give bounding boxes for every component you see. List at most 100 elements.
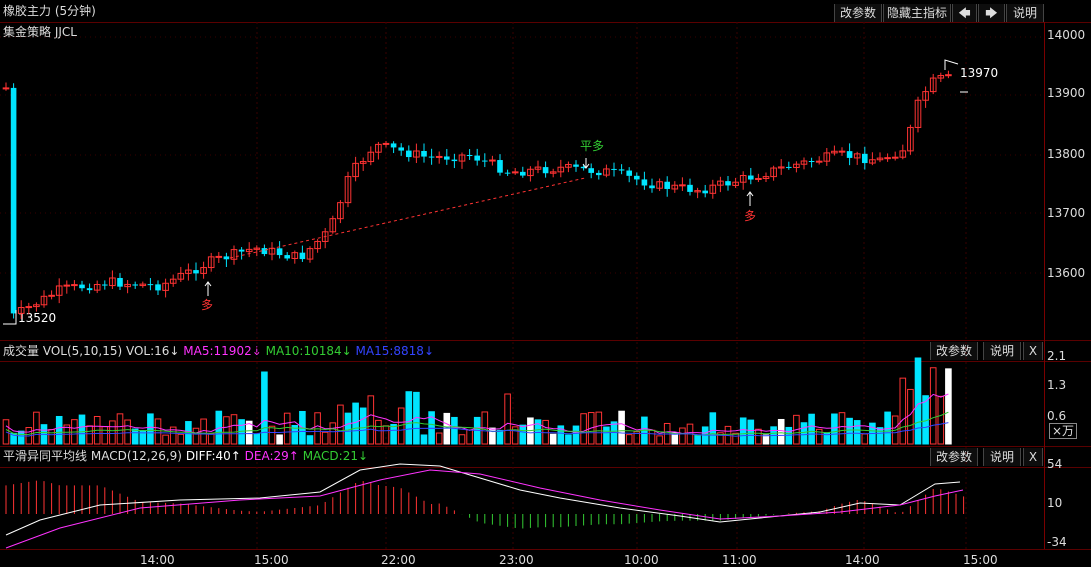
volume-bar	[230, 414, 238, 445]
volume-bar	[496, 429, 504, 445]
macd-indicator-name: MACD(12,26,9)	[90, 449, 182, 463]
vol-change-params-button[interactable]: 改参数	[930, 342, 978, 360]
volume-bar	[390, 423, 397, 445]
candle-body	[276, 248, 283, 256]
candle-body	[831, 150, 838, 154]
y-tick: 13800	[1047, 147, 1086, 161]
candle-body	[725, 181, 731, 186]
volume-bar	[207, 432, 215, 445]
candle-body	[542, 167, 549, 174]
volume-bar	[907, 388, 914, 445]
candle-body	[223, 256, 230, 260]
candle-body	[549, 171, 557, 174]
candle-body	[200, 267, 207, 274]
volume-bar	[55, 415, 63, 445]
volume-bar	[572, 425, 580, 445]
vol-y-tick: 2.1	[1047, 349, 1067, 363]
buy-signal-2: 多	[744, 209, 757, 223]
volume-bar	[853, 420, 861, 445]
candle-body	[891, 156, 899, 159]
candle-body	[511, 171, 519, 174]
candle-body	[800, 160, 808, 165]
volume-bar	[33, 411, 40, 445]
explain-button[interactable]: 说明	[1006, 4, 1044, 22]
macd-close-button[interactable]: X	[1023, 448, 1043, 466]
candle-body	[253, 247, 261, 250]
x-tick: 14:00	[140, 553, 175, 567]
vol-explain-button[interactable]: 说明	[983, 342, 1021, 360]
x-tick: 23:00	[499, 553, 534, 567]
candle-body	[215, 255, 223, 258]
candle-body	[291, 252, 299, 259]
volume-bar	[519, 424, 527, 445]
change-params-button[interactable]: 改参数	[834, 4, 882, 22]
volume-bar	[793, 414, 800, 445]
candle-body	[504, 172, 511, 174]
macd-diff-line	[5, 463, 961, 536]
x-tick: 10:00	[624, 553, 659, 567]
candle-body	[86, 288, 93, 291]
macd-header: 平滑异同平均线 MACD(12,26,9) DIFF:40↑ DEA:29↑ M…	[3, 449, 368, 463]
volume-bar	[420, 434, 428, 445]
candle-body	[520, 171, 526, 176]
candle-body	[102, 284, 108, 286]
volume-bar	[717, 432, 724, 445]
candle-body	[914, 99, 922, 128]
volume-bar	[747, 419, 755, 445]
volume-bar	[124, 419, 131, 445]
volume-bar	[48, 429, 55, 445]
candle-body	[482, 160, 488, 162]
volume-bar	[929, 367, 937, 445]
volume-bar	[648, 429, 656, 445]
x-tick: 11:00	[722, 553, 757, 567]
buy-arrow-2-head	[746, 191, 754, 197]
hide-main-indicator-button[interactable]: 隐藏主指标	[883, 4, 951, 22]
volume-bar	[169, 426, 177, 445]
x-tick: 22:00	[381, 553, 416, 567]
strategy-label: 集金策略 JJCL	[3, 25, 77, 39]
volume-bar	[732, 432, 739, 445]
candle-body	[466, 155, 473, 157]
volume-bar	[253, 433, 261, 445]
candle-body	[649, 185, 655, 189]
vol-y-tick: 1.3	[1047, 378, 1067, 392]
candle-body	[25, 306, 33, 309]
left-arrow-icon[interactable]: 🡄	[952, 4, 977, 22]
candle-body	[306, 248, 314, 260]
candle-body	[641, 179, 648, 186]
volume-bar	[2, 419, 10, 445]
macd-explain-button[interactable]: 说明	[983, 448, 1021, 466]
candle-body	[846, 151, 853, 158]
candle-body	[489, 159, 496, 162]
candle-body	[193, 270, 199, 274]
candle-body	[862, 153, 868, 164]
candle-body	[109, 277, 116, 287]
volume-bar	[291, 424, 299, 445]
candle-body	[748, 175, 754, 180]
volume-bar	[838, 412, 846, 445]
volume-bar	[101, 426, 109, 445]
volume-bar	[17, 430, 25, 445]
vol-panel-label: 成交量	[3, 344, 40, 358]
volume-bar	[375, 419, 382, 445]
volume-bar	[815, 428, 823, 445]
volume-bar	[451, 416, 458, 445]
vol-close-button[interactable]: X	[1023, 342, 1043, 360]
candle-body	[907, 126, 914, 152]
vol-ma10: MA10:10184↓	[265, 344, 352, 358]
candle-body	[261, 248, 268, 255]
volume-bar	[808, 413, 815, 445]
volume-bar	[86, 425, 93, 445]
macd-y-tick: 10	[1047, 496, 1063, 510]
volume-bar	[78, 414, 86, 445]
volume-bar	[762, 434, 770, 445]
candle-body	[717, 180, 724, 186]
candle-body	[17, 307, 25, 314]
y-tick: 13700	[1047, 206, 1086, 220]
volume-bar	[777, 418, 785, 445]
candle-body	[702, 190, 708, 194]
volume-bar	[671, 432, 679, 445]
volume-bar	[800, 422, 808, 445]
right-arrow-icon[interactable]: 🡆	[978, 4, 1005, 22]
